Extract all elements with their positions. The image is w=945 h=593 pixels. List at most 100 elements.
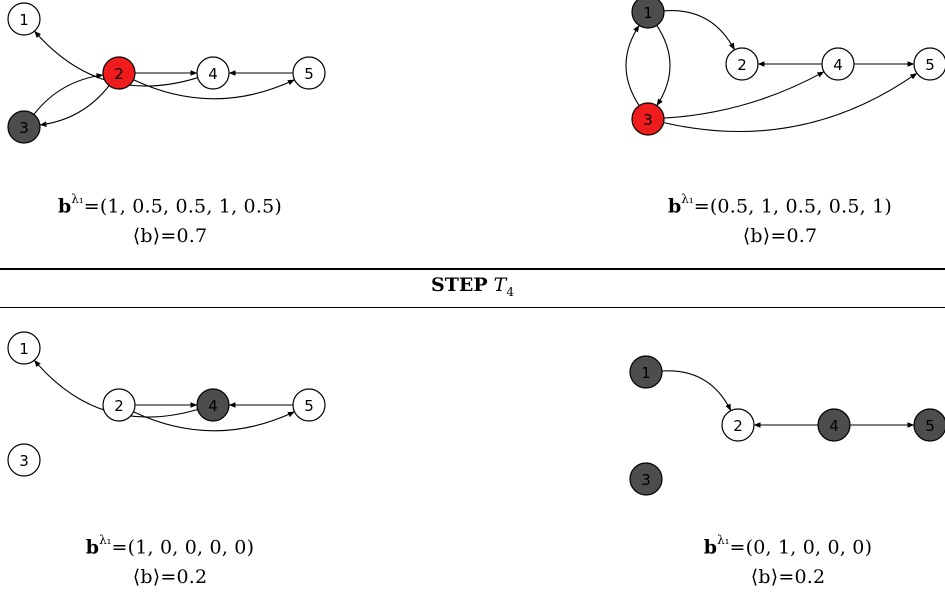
edge-2-to-3 bbox=[39, 85, 110, 127]
node-label: 5 bbox=[304, 65, 314, 83]
node-5: 5 bbox=[913, 408, 945, 442]
b-vector-line: bλ₁=(1, 0.5, 0.5, 1, 0.5) bbox=[0, 186, 340, 221]
node-circle bbox=[7, 2, 41, 36]
node-label: 2 bbox=[114, 397, 124, 415]
formula-bottom-left: bλ₁=(1, 0, 0, 0, 0) ⟨b⟩=0.2 bbox=[0, 527, 340, 592]
b-symbol: b bbox=[85, 536, 100, 559]
node-circle bbox=[7, 331, 41, 365]
node-label: 5 bbox=[925, 56, 935, 74]
node-4: 4 bbox=[817, 408, 851, 442]
node-label: 4 bbox=[833, 56, 843, 74]
formula-top-left: bλ₁=(1, 0.5, 0.5, 1, 0.5) ⟨b⟩=0.7 bbox=[0, 186, 340, 251]
b-average: ⟨b⟩=0.2 bbox=[132, 566, 208, 589]
panel-top-left: 1 2 3 4 5 bbox=[7, 2, 326, 144]
node-circle bbox=[196, 388, 230, 422]
node-circle bbox=[913, 47, 945, 81]
bottom-divider bbox=[0, 307, 945, 308]
lambda-superscript: λ₁ bbox=[681, 192, 694, 206]
b-average: ⟨b⟩=0.7 bbox=[132, 225, 208, 248]
node-label: 3 bbox=[19, 452, 29, 470]
node-label: 4 bbox=[208, 65, 218, 83]
b-symbol: b bbox=[667, 195, 682, 218]
node-label: 1 bbox=[643, 4, 653, 22]
lambda-superscript: λ₁ bbox=[71, 192, 84, 206]
b-vector: =(0.5, 1, 0.5, 0.5, 1) bbox=[693, 195, 892, 218]
step-var: T bbox=[493, 274, 507, 296]
panel-bottom-left: 1 2 3 4 5 bbox=[7, 331, 326, 477]
b-average: ⟨b⟩=0.7 bbox=[742, 225, 818, 248]
node-label: 1 bbox=[19, 340, 29, 358]
step-label: STEP bbox=[430, 274, 488, 296]
b-symbol: b bbox=[703, 536, 718, 559]
node-circle bbox=[102, 388, 136, 422]
node-5: 5 bbox=[913, 47, 945, 81]
edge-1-to-2 bbox=[663, 9, 735, 51]
lambda-superscript: λ₁ bbox=[717, 533, 730, 547]
node-1: 1 bbox=[7, 331, 41, 365]
node-label: 1 bbox=[641, 364, 651, 382]
b-vector: =(1, 0.5, 0.5, 1, 0.5) bbox=[83, 195, 282, 218]
edge-1-to-3 bbox=[656, 25, 671, 106]
node-label: 3 bbox=[19, 119, 29, 137]
node-1: 1 bbox=[631, 0, 665, 29]
node-circle bbox=[196, 56, 230, 90]
node-3: 3 bbox=[7, 110, 41, 144]
node-1: 1 bbox=[7, 2, 41, 36]
b-vector-line: bλ₁=(1, 0, 0, 0, 0) bbox=[0, 527, 340, 562]
node-label: 2 bbox=[114, 65, 124, 83]
node-1: 1 bbox=[629, 355, 663, 389]
node-circle bbox=[817, 408, 851, 442]
node-2: 2 bbox=[102, 56, 136, 90]
node-circle bbox=[631, 0, 665, 29]
b-vector-line: bλ₁=(0, 1, 0, 0, 0) bbox=[618, 527, 945, 562]
node-3: 3 bbox=[631, 102, 665, 136]
top-divider bbox=[0, 268, 945, 270]
node-2: 2 bbox=[102, 388, 136, 422]
step-title: STEP T4 bbox=[0, 274, 945, 299]
node-circle bbox=[913, 408, 945, 442]
b-average: ⟨b⟩=0.2 bbox=[750, 566, 826, 589]
node-circle bbox=[7, 110, 41, 144]
edge-3-to-5 bbox=[663, 72, 918, 133]
node-4: 4 bbox=[196, 56, 230, 90]
node-3: 3 bbox=[629, 462, 663, 496]
node-label: 4 bbox=[208, 397, 218, 415]
edge-1-to-2 bbox=[661, 370, 732, 412]
edge-3-to-4 bbox=[663, 71, 825, 119]
b-symbol: b bbox=[57, 195, 72, 218]
node-2: 2 bbox=[721, 408, 755, 442]
lambda-superscript: λ₁ bbox=[99, 533, 112, 547]
node-circle bbox=[821, 47, 855, 81]
panel-top-right: 1 2 3 4 5 bbox=[625, 0, 945, 136]
node-circle bbox=[629, 355, 663, 389]
node-circle bbox=[292, 56, 326, 90]
edge-3-to-2 bbox=[33, 73, 104, 115]
node-label: 5 bbox=[925, 417, 935, 435]
node-circle bbox=[629, 462, 663, 496]
node-4: 4 bbox=[821, 47, 855, 81]
panel-bottom-right: 1 2 3 4 5 bbox=[629, 355, 945, 496]
node-label: 2 bbox=[733, 417, 743, 435]
formula-top-right: bλ₁=(0.5, 1, 0.5, 0.5, 1) ⟨b⟩=0.7 bbox=[610, 186, 945, 251]
step-sub: 4 bbox=[506, 284, 514, 299]
edge-2-to-5 bbox=[133, 79, 295, 100]
node-label: 2 bbox=[737, 56, 747, 74]
node-circle bbox=[631, 102, 665, 136]
node-label: 5 bbox=[304, 397, 314, 415]
node-2: 2 bbox=[725, 47, 759, 81]
node-5: 5 bbox=[292, 56, 326, 90]
edge-3-to-1 bbox=[625, 25, 640, 106]
node-3: 3 bbox=[7, 443, 41, 477]
node-circle bbox=[721, 408, 755, 442]
node-circle bbox=[7, 443, 41, 477]
node-label: 4 bbox=[829, 417, 839, 435]
b-vector-line: bλ₁=(0.5, 1, 0.5, 0.5, 1) bbox=[610, 186, 945, 221]
node-circle bbox=[725, 47, 759, 81]
formula-bottom-right: bλ₁=(0, 1, 0, 0, 0) ⟨b⟩=0.2 bbox=[618, 527, 945, 592]
node-label: 3 bbox=[641, 471, 651, 489]
b-vector: =(0, 1, 0, 0, 0) bbox=[729, 536, 873, 559]
edge-2-to-5 bbox=[133, 411, 295, 432]
node-5: 5 bbox=[292, 388, 326, 422]
node-label: 1 bbox=[19, 11, 29, 29]
